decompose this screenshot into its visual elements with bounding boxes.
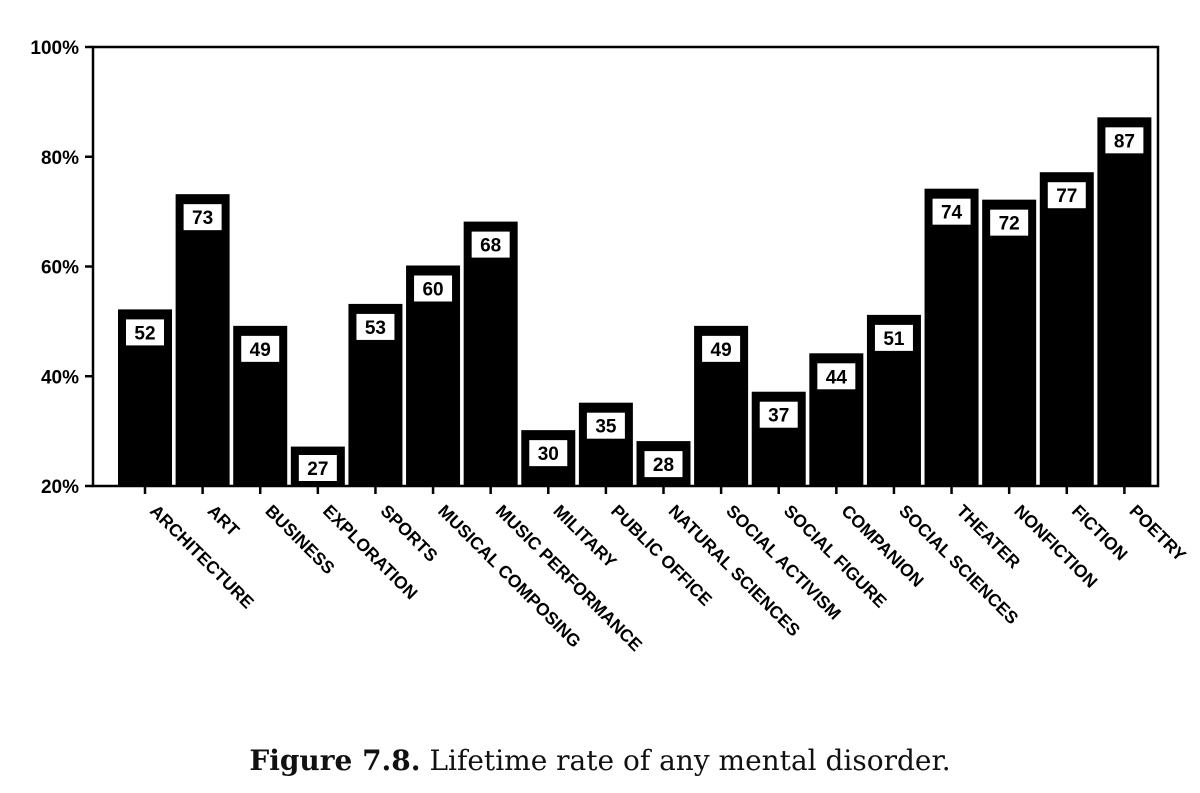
bar [463, 221, 518, 487]
bar [982, 199, 1037, 487]
bar [1039, 172, 1094, 487]
data-label-box [469, 229, 512, 260]
data-label-box [584, 410, 627, 441]
data-label-box [412, 273, 455, 304]
data-label: 51 [883, 329, 905, 350]
data-label: 52 [134, 323, 155, 344]
data-label-box [354, 311, 397, 342]
data-label-box [700, 333, 743, 364]
data-label: 37 [768, 406, 789, 427]
data-label: 35 [595, 417, 617, 438]
y-tick-label: 80% [41, 148, 79, 169]
bar [924, 188, 979, 488]
y-tick-label: 40% [41, 367, 79, 388]
data-label-box [296, 453, 339, 483]
data-label-box [239, 333, 282, 364]
data-label: 68 [480, 236, 501, 257]
data-label: 74 [941, 203, 963, 224]
data-label: 73 [192, 208, 213, 229]
bar-chart: 52 73 49 27 53 60 68 30 35 28 49 37 44 51 74 72 77 87 20%… [30, 38, 1190, 655]
data-label-box [1045, 180, 1088, 211]
data-label: 87 [1114, 131, 1135, 152]
data-label-box [527, 438, 570, 469]
x-tick-label: POETRY [1126, 501, 1191, 566]
data-label: 49 [250, 340, 271, 361]
figure-label: Figure 7.8. [249, 744, 421, 777]
figure-caption: Figure 7.8. Lifetime rate of any mental … [0, 744, 1200, 777]
x-tick-label: PUBLIC OFFICE [607, 501, 716, 610]
data-label: 44 [826, 367, 848, 388]
x-tick-label: ARCHITECTURE [146, 501, 258, 613]
data-label: 60 [422, 280, 443, 301]
data-label: 53 [365, 318, 386, 339]
data-label: 28 [653, 455, 674, 476]
y-tick-label: 20% [41, 477, 79, 498]
y-tick-labels: 20% 40% 60% 80% 100% [30, 38, 79, 498]
data-label: 72 [999, 214, 1020, 235]
data-label: 49 [711, 340, 732, 361]
data-label-box [872, 322, 915, 353]
data-label: 27 [307, 459, 328, 480]
data-label: 30 [538, 444, 559, 465]
data-label-box [181, 202, 224, 233]
figure-caption-text: Lifetime rate of any mental disorder. [429, 744, 951, 777]
data-label-box [124, 317, 166, 348]
y-tick-label: 60% [41, 258, 79, 279]
data-label-box [988, 207, 1031, 238]
y-tick-label: 100% [30, 38, 79, 59]
data-label-box [930, 196, 973, 227]
data-label-box [757, 399, 800, 430]
bar [1097, 117, 1152, 488]
bars: 52 73 49 27 53 60 68 30 35 28 49 37 44 51 74 72 77 87 [118, 117, 1152, 488]
data-label: 77 [1056, 186, 1077, 207]
x-tick-label: ART [204, 501, 244, 541]
data-label-box [642, 449, 685, 480]
bar [175, 194, 230, 487]
data-label-box [1103, 125, 1146, 156]
x-tick-label: SOCIAL FIGURE [780, 501, 891, 612]
data-label-box [815, 361, 858, 392]
